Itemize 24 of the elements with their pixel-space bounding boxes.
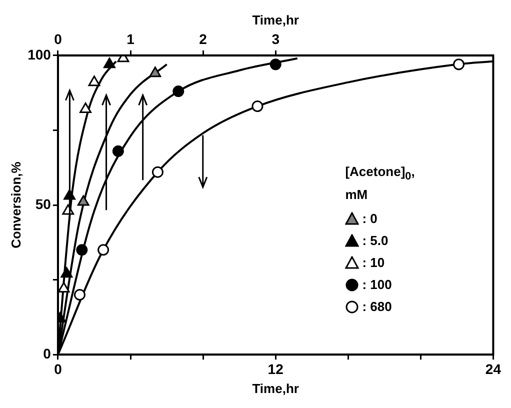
x-tick-label: 12 — [268, 360, 284, 377]
x2-tick-label: 0 — [54, 30, 62, 47]
y-tick-label: 100 — [28, 46, 52, 62]
point — [152, 166, 164, 178]
legend-label: : 0 — [362, 211, 378, 226]
text: [Acetone]$_{0}$, mM — [345, 164, 415, 202]
y-tick-label: 0 — [43, 345, 52, 362]
point — [453, 58, 465, 70]
x2-tick-label: 2 — [199, 30, 208, 47]
y-axis-title: Conversion,% — [8, 161, 24, 248]
legend-label: : 10 — [362, 255, 385, 270]
x2-tick-label: 1 — [126, 30, 135, 47]
x-tick-label: 0 — [54, 360, 62, 377]
x-tick-label: 24 — [485, 360, 502, 377]
point — [98, 244, 110, 256]
legend-label: : 680 — [362, 299, 392, 314]
x2-axis-title: Time,hr — [252, 12, 299, 28]
x2-tick-label: 3 — [272, 30, 280, 47]
legend-label: : 5.0 — [362, 233, 388, 248]
y-tick-label: 50 — [35, 196, 52, 212]
point — [74, 289, 86, 301]
legend-label: : 100 — [362, 277, 392, 292]
point — [252, 100, 264, 112]
x-axis-title: Time,hr — [252, 380, 299, 396]
